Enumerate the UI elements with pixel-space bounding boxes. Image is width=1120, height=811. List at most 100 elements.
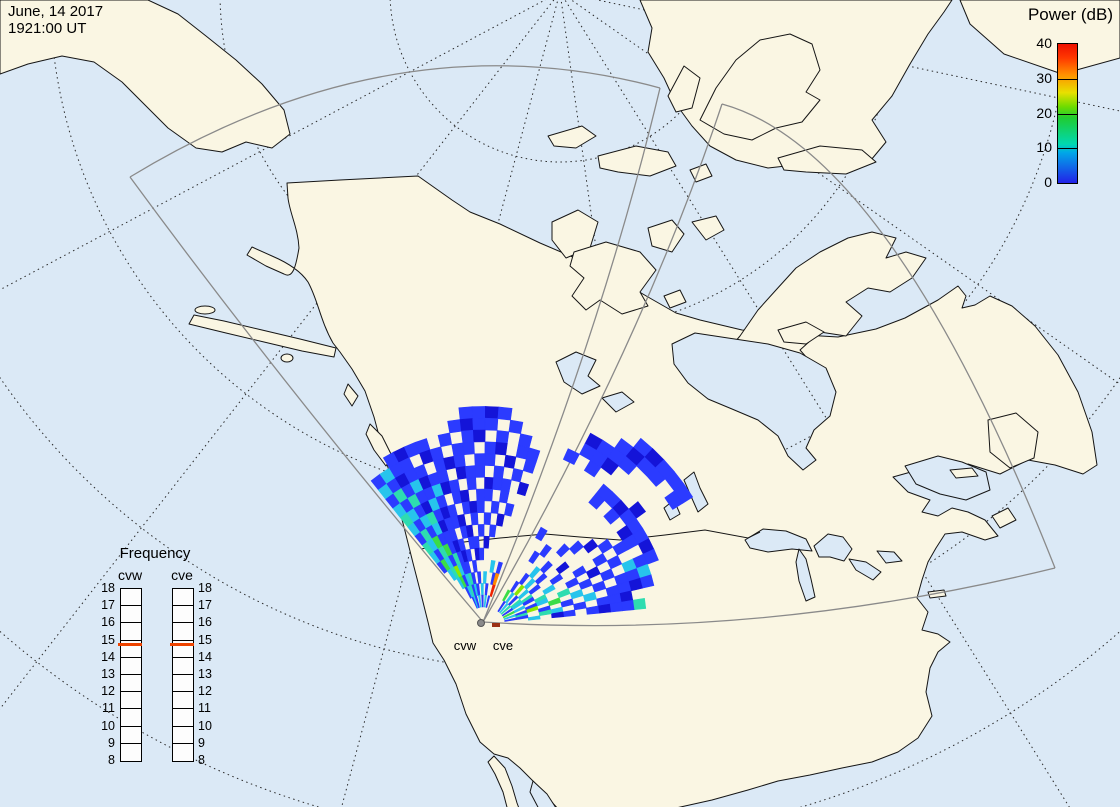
backscatter-cell-cve <box>585 605 600 615</box>
backscatter-cell-cve <box>535 526 548 542</box>
backscatter-cell-cve <box>502 589 511 602</box>
backscatter-cell-cve <box>597 603 611 614</box>
coast-alaska-peninsula <box>188 314 337 358</box>
frequency-scale-segment <box>121 675 141 693</box>
frequency-tick-label: 11 <box>198 701 211 716</box>
frequency-legend-title: Frequency <box>119 545 191 562</box>
backscatter-cell-cvw <box>495 513 505 527</box>
backscatter-cell-cvw <box>489 560 496 573</box>
backscatter-cell-cvw <box>495 430 510 444</box>
frequency-tick-label: 15 <box>101 632 115 647</box>
somerset-island <box>691 215 725 241</box>
kodiak-island <box>280 353 294 363</box>
frequency-marker-cve <box>170 642 194 646</box>
backscatter-cell-cvw <box>437 432 453 448</box>
backscatter-cell-cvw <box>459 418 474 432</box>
frequency-scale-segment <box>121 727 141 744</box>
frequency-tick-label: 13 <box>101 667 115 681</box>
frequency-scale-segment <box>173 727 193 744</box>
backscatter-cell-cve <box>569 540 584 555</box>
lake-erie <box>848 558 882 581</box>
king-william-island <box>663 289 687 309</box>
frequency-tick-label: 8 <box>108 753 115 767</box>
frequency-scale-segment <box>173 623 193 641</box>
frequency-tick-label: 17 <box>198 598 212 613</box>
victoria-island <box>569 241 657 315</box>
frequency-scale-segment <box>173 675 193 693</box>
frequency-scale-segment <box>173 606 193 624</box>
power-tick-label: 10 <box>1036 139 1052 156</box>
frequency-tick-label: 9 <box>198 735 205 750</box>
frequency-tick-label: 10 <box>101 718 115 733</box>
backscatter-cell-cvw <box>503 454 517 469</box>
backscatter-cells <box>370 406 694 622</box>
backscatter-cell-cvw <box>516 481 530 497</box>
frequency-scale-segment <box>121 744 141 761</box>
frequency-legend: Frequency cvw 18 17 16 15 14 13 12 11 10 9 8 cve 18 17… <box>85 545 235 780</box>
backscatter-cell-cvw <box>484 417 499 431</box>
frequency-column-header-cve: cve <box>171 567 193 583</box>
coast-baja <box>487 755 521 811</box>
coast-chukotka <box>0 0 291 153</box>
gulf-st-lawrence <box>904 455 991 501</box>
backscatter-cell-cve <box>523 577 536 590</box>
backscatter-cell-cvw <box>488 524 497 538</box>
backscatter-cell-cve <box>578 578 593 590</box>
backscatter-cell-cvw <box>451 442 465 457</box>
frequency-tick-label: 9 <box>108 735 115 750</box>
power-tick-label: 20 <box>1036 104 1052 121</box>
backscatter-cell-cve <box>562 448 580 465</box>
frequency-tick-label: 18 <box>198 581 212 595</box>
frequency-marker-cvw <box>118 642 142 646</box>
vancouver-island <box>365 423 393 467</box>
frequency-scale-segment <box>121 606 141 624</box>
backscatter-cell-cve <box>565 577 580 589</box>
backscatter-cell-cve <box>528 566 541 579</box>
great-bear-lake <box>555 351 601 395</box>
backscatter-cell-cvw <box>498 489 510 504</box>
power-tick-label: 40 <box>1036 35 1052 51</box>
backscatter-cell-cvw <box>484 453 496 467</box>
backscatter-cell-cve <box>599 568 615 582</box>
backscatter-cell-cve <box>517 588 530 600</box>
frequency-scale-segment <box>121 692 141 710</box>
frequency-scale-segment <box>121 589 141 607</box>
backscatter-cell-cve <box>534 572 548 585</box>
prince-patrick-island <box>547 125 597 149</box>
frequency-tick-label: 17 <box>101 598 115 613</box>
frequency-scale-segment <box>121 641 141 658</box>
frequency-scale-segment <box>121 709 141 727</box>
frequency-scale-segment <box>173 658 193 675</box>
power-legend: Power (dB) 40 30 20 10 0 <box>1000 0 1120 220</box>
backscatter-cell-cvw <box>522 458 537 474</box>
backscatter-cell-cvw <box>453 454 466 469</box>
frequency-tick-label: 18 <box>101 581 115 595</box>
radar-site-cve-marker <box>492 623 500 627</box>
frequency-scale-cve <box>172 588 194 762</box>
frequency-column-header-cvw: cvw <box>117 567 143 583</box>
frequency-tick-label: 13 <box>198 667 212 681</box>
water-bodies <box>529 332 991 811</box>
backscatter-cell-cve <box>618 456 638 476</box>
backscatter-cell-cve <box>603 507 621 525</box>
hudson-bay <box>671 332 837 471</box>
ellesmere-island <box>699 33 821 141</box>
backscatter-cell-cvw <box>508 419 524 435</box>
backscatter-cell-cve <box>664 490 684 510</box>
frequency-tick-label: 14 <box>198 649 212 664</box>
backscatter-cell-cve <box>612 540 629 556</box>
backscatter-cell-cve <box>513 584 525 597</box>
backscatter-cell-cve <box>646 467 666 487</box>
backscatter-cell-cvw <box>471 406 486 419</box>
fov-cve-left-edge <box>482 103 723 623</box>
backscatter-cell-cve <box>555 561 570 575</box>
backscatter-cell-cvw <box>465 548 473 562</box>
backscatter-cell-cve <box>555 543 570 558</box>
backscatter-cell-cvw <box>469 500 478 514</box>
backscatter-cell-cve <box>502 610 515 619</box>
power-colorbar-divider <box>1057 78 1078 80</box>
melville-island <box>597 145 677 177</box>
timestamp-date: June, 14 2017 <box>8 3 104 20</box>
backscatter-cell-cve <box>597 538 614 554</box>
